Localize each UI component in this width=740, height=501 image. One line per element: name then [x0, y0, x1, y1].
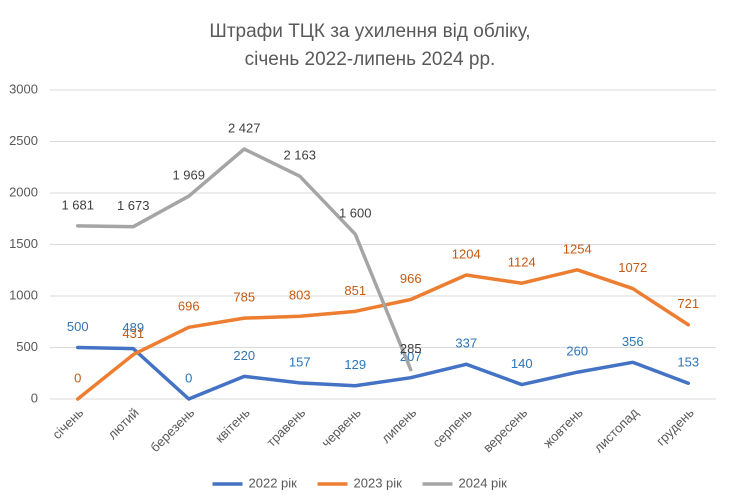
data-label: 153 — [677, 355, 699, 370]
chart-title: січень 2022-липень 2024 рр. — [245, 49, 496, 70]
data-label: 966 — [400, 271, 422, 286]
data-label: 1124 — [508, 255, 536, 270]
x-tick-label: вересень — [480, 405, 530, 455]
x-tick-label: березень — [147, 405, 197, 455]
x-tick-label: грудень — [653, 405, 697, 449]
data-label: 431 — [122, 326, 144, 341]
legend-label: 2022 рік — [249, 475, 298, 490]
data-label: 1254 — [563, 241, 592, 256]
data-label: 356 — [622, 334, 644, 349]
x-tick-label: квітень — [212, 405, 253, 446]
data-label: 1 681 — [61, 197, 94, 212]
data-label: 140 — [511, 356, 533, 371]
line-series — [76, 345, 690, 401]
data-label: 489 — [122, 320, 144, 335]
data-label: 696 — [178, 299, 200, 314]
data-label: 337 — [455, 336, 477, 351]
data-label: 1 673 — [117, 198, 150, 213]
data-label: 721 — [677, 296, 699, 311]
data-label: 260 — [566, 344, 588, 359]
x-tick-label: липень — [378, 405, 419, 446]
data-label: 1072 — [618, 260, 647, 275]
y-tick-label: 2000 — [9, 184, 38, 199]
data-label: 785 — [233, 290, 255, 305]
legend-label: 2024 рік — [459, 475, 508, 490]
data-label: 285 — [400, 341, 422, 356]
data-label: 220 — [233, 348, 255, 363]
data-label: 2 163 — [283, 148, 316, 163]
data-label: 0 — [185, 370, 192, 385]
data-label: 0 — [74, 370, 81, 385]
data-label: 803 — [289, 288, 311, 303]
y-tick-label: 1000 — [9, 287, 38, 302]
y-tick-label: 2500 — [9, 133, 38, 148]
data-label: 851 — [344, 283, 366, 298]
data-label: 2 427 — [228, 120, 261, 135]
x-tick-label: жовтень — [540, 405, 586, 451]
y-tick-label: 3000 — [9, 81, 38, 96]
y-tick-label: 1500 — [9, 236, 38, 251]
data-label: 1204 — [452, 246, 481, 261]
x-tick-label: серпень — [429, 405, 475, 451]
data-label: 1 969 — [172, 168, 205, 183]
data-label: 129 — [344, 357, 366, 372]
legend-label: 2023 рік — [354, 475, 403, 490]
chart-title: Штрафи ТЦК за ухилення від обліку, — [209, 21, 530, 42]
data-label: 500 — [67, 319, 89, 334]
y-tick-label: 500 — [16, 339, 38, 354]
data-label: 157 — [289, 354, 311, 369]
x-tick-label: січень — [49, 405, 86, 442]
line-series — [76, 147, 413, 372]
x-tick-label: лютий — [105, 405, 142, 442]
x-tick-label: листопад — [591, 405, 642, 456]
x-tick-label: травень — [264, 405, 309, 450]
data-label: 1 600 — [339, 206, 372, 221]
y-tick-label: 0 — [31, 390, 38, 405]
x-tick-label: червень — [318, 405, 364, 451]
